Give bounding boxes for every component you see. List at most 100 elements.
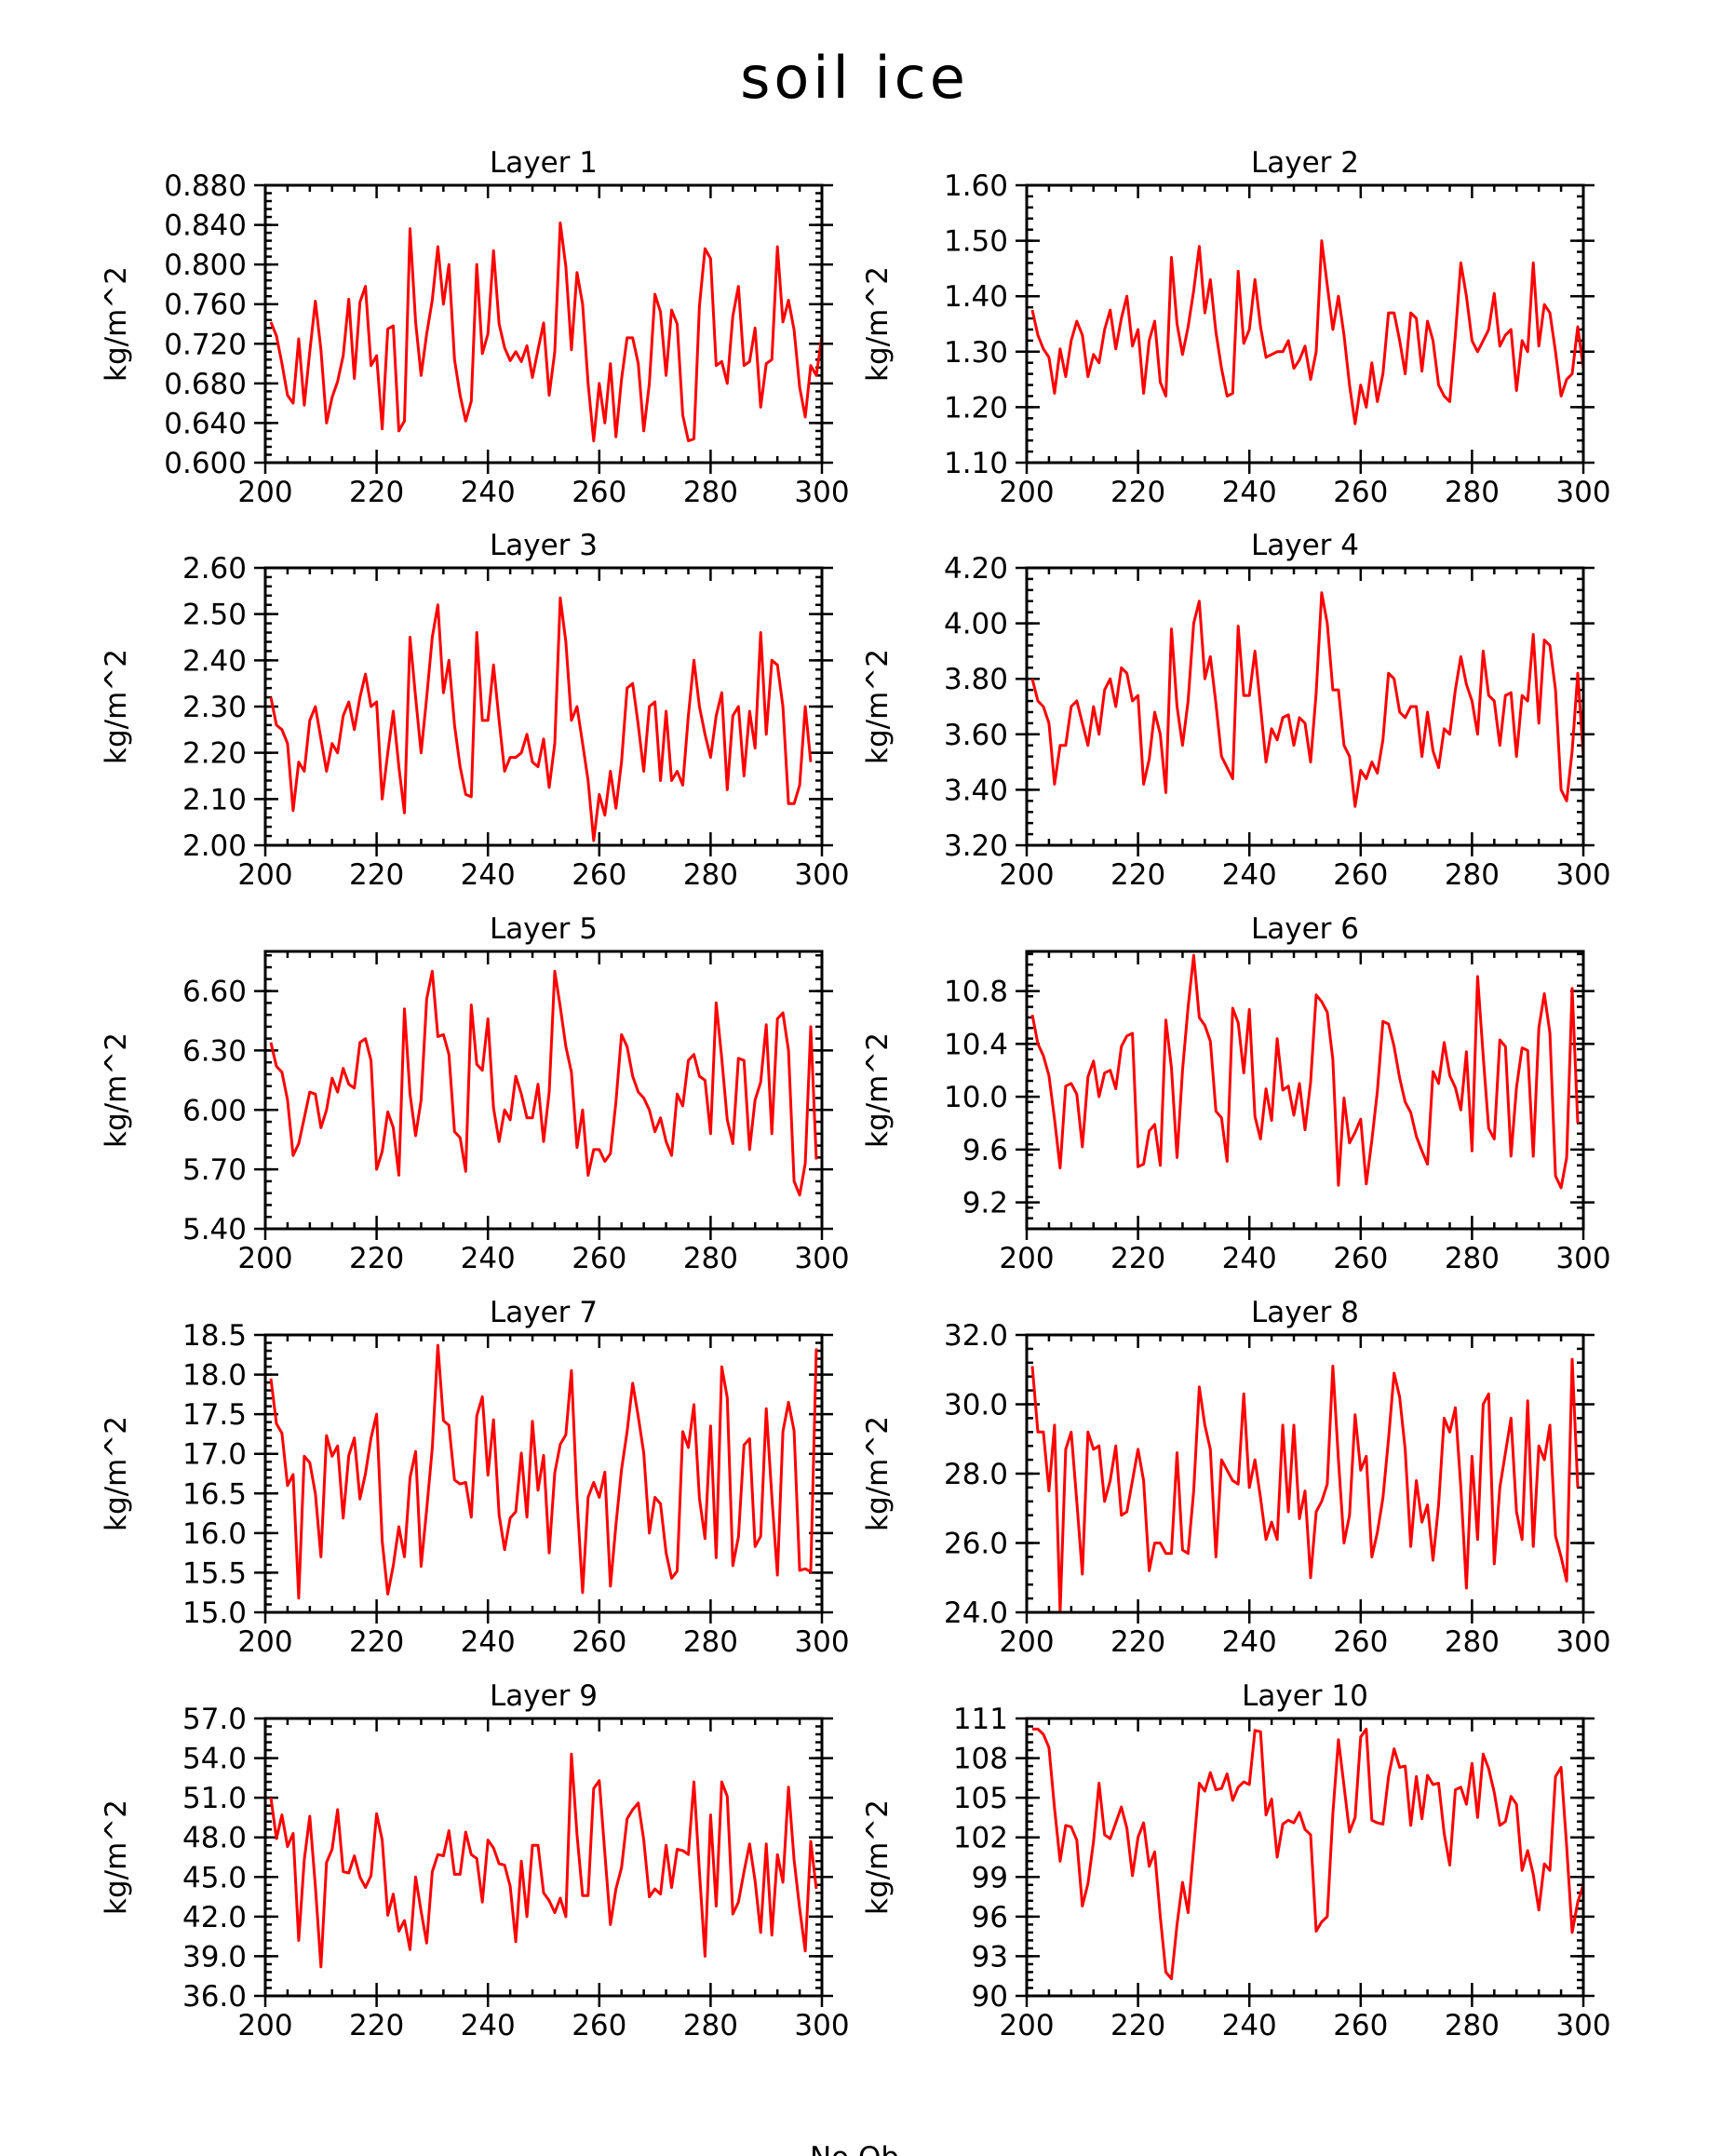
x-tick-label: 280 [1445, 476, 1500, 509]
y-tick-label: 0.600 [164, 447, 247, 480]
y-axis-label: kg/m^2 [100, 1032, 133, 1148]
series-line [269, 1343, 818, 1600]
panel-9: Layer 9 kg/m^2 200 220 240 260 280 300 36.0 39.0 4… [100, 1679, 850, 2042]
y-tick-label: 4.00 [944, 608, 1008, 641]
plot-frame [263, 1717, 824, 1998]
y-tick-label: 1.10 [944, 447, 1008, 480]
y-tick-label: 2.10 [182, 783, 247, 816]
y-tick-label: 105 [953, 1782, 1008, 1815]
x-tick-label: 240 [1222, 1625, 1277, 1659]
y-tick-label: 42.0 [182, 1901, 247, 1934]
series-line [269, 1752, 818, 1969]
x-tick-label: 220 [349, 2009, 404, 2042]
y-tick-label: 1.40 [944, 280, 1008, 314]
x-tick-label: 280 [1445, 1242, 1500, 1275]
x-tick-label: 220 [1110, 858, 1165, 892]
x-tick-label: 300 [1555, 1242, 1610, 1275]
x-tick-label: 300 [1555, 2009, 1610, 2042]
y-tick-label: 102 [953, 1822, 1008, 1855]
x-tick-label: 240 [1222, 476, 1277, 509]
series-line [269, 969, 818, 1197]
y-tick-label: 57.0 [182, 1703, 247, 1736]
plot-frame [1025, 566, 1585, 847]
panels: Layer 1 kg/m^2 200 220 240 260 280 300 0.600 0.64… [100, 146, 1611, 2042]
y-axis-label: kg/m^2 [861, 1032, 895, 1148]
x-tick-label: 240 [461, 1625, 516, 1659]
x-tick-label: 260 [572, 1625, 626, 1659]
y-tick-label: 15.5 [182, 1556, 247, 1590]
y-tick-label: 3.60 [944, 719, 1008, 752]
panel-title: Layer 9 [490, 1679, 598, 1713]
y-tick-label: 0.880 [164, 169, 247, 203]
x-tick-label: 220 [349, 1625, 404, 1659]
panel-7: Layer 7 kg/m^2 200 220 240 260 280 300 15.0 15.5 1… [100, 1296, 850, 1659]
y-tick-label: 17.0 [182, 1438, 247, 1472]
y-axis-label: kg/m^2 [861, 1799, 895, 1915]
plot-frame [263, 1333, 824, 1614]
y-tick-label: 28.0 [944, 1458, 1008, 1491]
y-tick-label: 36.0 [182, 1980, 247, 2014]
y-axis-label: kg/m^2 [100, 1416, 133, 1531]
bottom-label: No Ob [810, 2141, 899, 2156]
x-tick-label: 260 [1333, 476, 1388, 509]
x-tick-label: 260 [572, 1242, 626, 1275]
y-tick-label: 0.720 [164, 328, 247, 361]
y-tick-label: 2.30 [182, 691, 247, 724]
y-tick-label: 2.00 [182, 829, 247, 863]
y-tick-label: 9.6 [962, 1134, 1008, 1167]
x-tick-label: 240 [461, 476, 516, 509]
series-line [1032, 1727, 1583, 1981]
y-tick-label: 3.20 [944, 829, 1008, 863]
x-tick-label: 300 [1555, 1625, 1610, 1659]
y-tick-label: 6.00 [182, 1094, 247, 1127]
x-tick-label: 200 [999, 476, 1054, 509]
x-tick-label: 300 [1555, 858, 1610, 892]
panel-title: Layer 4 [1251, 529, 1359, 562]
x-tick-label: 260 [1333, 1625, 1388, 1659]
panel-3: Layer 3 kg/m^2 200 220 240 260 280 300 2.00 2.10 2… [100, 529, 850, 892]
series-line [1030, 591, 1583, 808]
x-tick-label: 260 [572, 476, 626, 509]
y-tick-label: 45.0 [182, 1861, 247, 1894]
panel-title: Layer 6 [1251, 912, 1359, 946]
x-tick-label: 200 [237, 1242, 292, 1275]
y-tick-label: 16.5 [182, 1477, 247, 1511]
y-tick-label: 39.0 [182, 1940, 247, 1974]
y-tick-label: 2.50 [182, 599, 247, 632]
x-tick-label: 200 [237, 858, 292, 892]
panel-title: Layer 2 [1251, 146, 1359, 180]
y-tick-label: 30.0 [944, 1389, 1008, 1422]
x-tick-label: 240 [461, 1242, 516, 1275]
x-tick-label: 240 [1222, 858, 1277, 892]
x-tick-label: 240 [1222, 1242, 1277, 1275]
x-tick-label: 200 [999, 1625, 1054, 1659]
y-tick-label: 10.4 [944, 1028, 1008, 1061]
x-tick-label: 220 [349, 1242, 404, 1275]
x-tick-label: 220 [1110, 1242, 1165, 1275]
panel-8: Layer 8 kg/m^2 200 220 240 260 280 300 24.0 26.0 2… [861, 1296, 1611, 1659]
panel-10: Layer 10 kg/m^2 200 220 240 260 280 300 90 93 96 99… [861, 1679, 1611, 2042]
series-line [269, 596, 813, 842]
x-tick-label: 280 [683, 476, 738, 509]
x-tick-label: 300 [1555, 476, 1610, 509]
panel-4: Layer 4 kg/m^2 200 220 240 260 280 300 3.20 3.40 3… [861, 529, 1611, 892]
x-tick-label: 280 [1445, 1625, 1500, 1659]
x-tick-label: 280 [683, 1242, 738, 1275]
y-tick-label: 5.40 [182, 1213, 247, 1246]
y-tick-label: 51.0 [182, 1782, 247, 1815]
x-tick-label: 200 [237, 2009, 292, 2042]
panel-5: Layer 5 kg/m^2 200 220 240 260 280 300 5.40 5.70 6… [100, 912, 850, 1275]
plot-frame [263, 183, 824, 465]
y-tick-label: 18.0 [182, 1359, 247, 1393]
panel-title: Layer 5 [490, 912, 598, 946]
y-tick-label: 54.0 [182, 1743, 247, 1776]
y-axis-label: kg/m^2 [861, 649, 895, 764]
y-tick-label: 9.2 [962, 1187, 1008, 1220]
y-tick-label: 99 [972, 1861, 1008, 1894]
y-tick-label: 3.80 [944, 663, 1008, 696]
y-tick-label: 10.8 [944, 976, 1008, 1009]
plot-frame [1025, 183, 1585, 465]
series-line [1030, 1357, 1580, 1612]
y-tick-label: 32.0 [944, 1319, 1008, 1353]
